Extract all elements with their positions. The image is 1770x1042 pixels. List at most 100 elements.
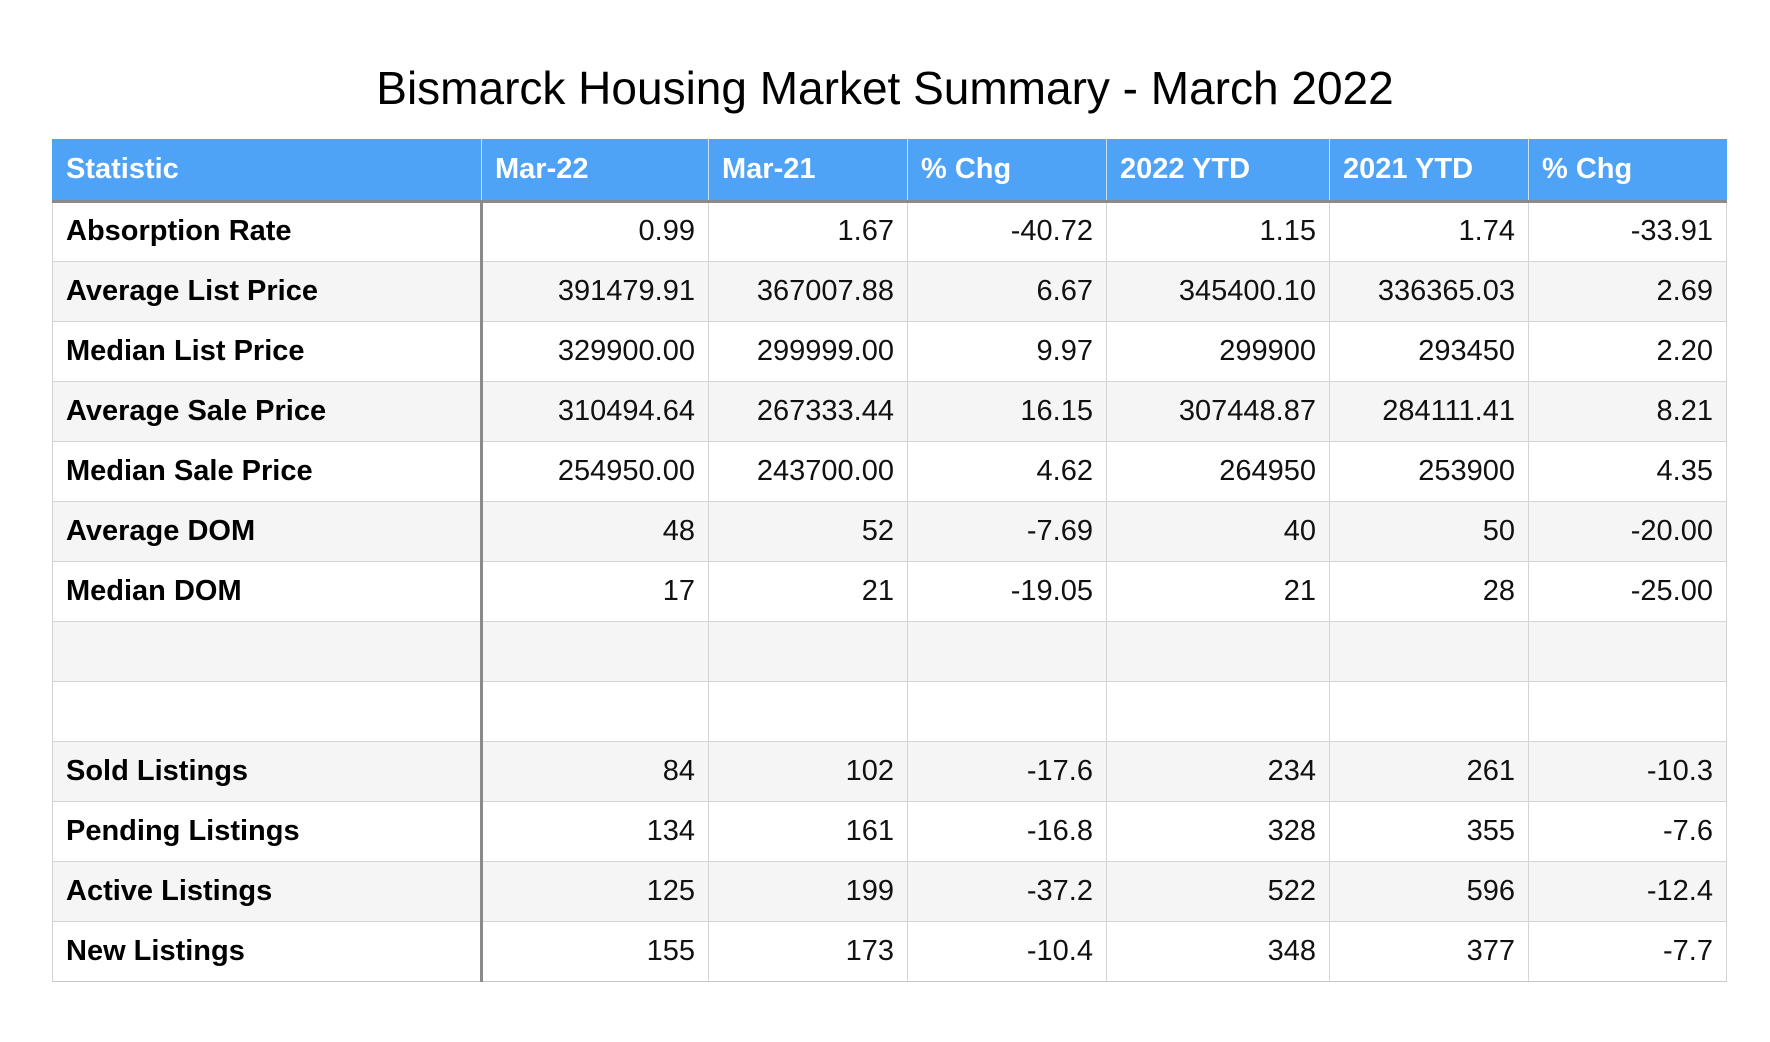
table-cell: -7.69 (907, 500, 1107, 562)
table-cell: 16.15 (907, 380, 1107, 442)
table-cell: 199 (708, 860, 908, 922)
table-cell: 1.74 (1329, 199, 1529, 262)
column-header: Mar-21 (708, 139, 908, 201)
table-cell: -25.00 (1528, 560, 1727, 622)
header-row: Statistic Mar-22 Mar-21% Chg 2022 YTD 2021 Y… (52, 139, 1727, 201)
table-cell: 173 (708, 920, 908, 982)
table-cell: 1.15 (1106, 199, 1330, 262)
table-cell: 161 (708, 800, 908, 862)
table-cell: 40 (1106, 500, 1330, 562)
row-label: Active Listings (52, 860, 483, 922)
table-cell: -33.91 (1528, 199, 1727, 262)
row-label: Pending Listings (52, 800, 483, 862)
row-label: Median Sale Price (52, 440, 483, 502)
table-cell: 596 (1329, 860, 1529, 922)
table-cell (481, 620, 709, 682)
column-header: 2021 YTD (1329, 139, 1529, 201)
table-row: Average Sale Price 310494.64 267333.44 16.1… (52, 380, 1727, 442)
table-cell: 299999.00 (708, 320, 908, 382)
table-row: Absorption Rate 0.99 1.67 -40.72 1.15 1.74 -33… (52, 199, 1727, 262)
table-cell: -7.6 (1528, 800, 1727, 862)
table-cell: 125 (481, 860, 709, 922)
table-row: Pending Listings 134 161 -16.8 328 355 -7.6 (52, 800, 1727, 862)
table-cell: 4.62 (907, 440, 1107, 502)
row-label (52, 680, 483, 742)
row-label: Sold Listings (52, 740, 483, 802)
table-cell: 348 (1106, 920, 1330, 982)
table-cell: 134 (481, 800, 709, 862)
table-cell: 52 (708, 500, 908, 562)
table-row (52, 620, 1727, 682)
table-cell: 155 (481, 920, 709, 982)
table-cell: 391479.91 (481, 260, 709, 322)
table-cell: 1.67 (708, 199, 908, 262)
column-header: 2022 YTD (1106, 139, 1330, 201)
table-cell: 21 (1106, 560, 1330, 622)
table-cell: 299900 (1106, 320, 1330, 382)
row-label (52, 620, 483, 682)
market-summary-table: Statistic Mar-22 Mar-21% Chg 2022 YTD 2021 Y… (52, 139, 1727, 982)
table-cell: 6.67 (907, 260, 1107, 322)
table-cell: 84 (481, 740, 709, 802)
table-cell: 102 (708, 740, 908, 802)
table-row: Sold Listings 84 102 -17.6 234 261 -10.3 (52, 740, 1727, 802)
table-cell: 253900 (1329, 440, 1529, 502)
table-cell: 17 (481, 560, 709, 622)
table-cell (708, 620, 908, 682)
table-cell: -19.05 (907, 560, 1107, 622)
table-cell: 267333.44 (708, 380, 908, 442)
table-row: Active Listings 125 199 -37.2 522 596 -12.4 (52, 860, 1727, 922)
table-cell (1106, 620, 1330, 682)
table-cell: 328 (1106, 800, 1330, 862)
row-label: Median DOM (52, 560, 483, 622)
table-row: Average DOM 48 52 -7.69 40 50 -20.00 (52, 500, 1727, 562)
table-header: Statistic Mar-22 Mar-21% Chg 2022 YTD 2021 Y… (52, 139, 1727, 201)
table-cell: 307448.87 (1106, 380, 1330, 442)
table-cell: 355 (1329, 800, 1529, 862)
row-label: Average Sale Price (52, 380, 483, 442)
table-cell: 377 (1329, 920, 1529, 982)
table-row (52, 680, 1727, 742)
table-row: Median DOM 17 21 -19.05 21 28 -25.00 (52, 560, 1727, 622)
column-header-statistic: Statistic (52, 139, 482, 201)
table-cell (907, 620, 1107, 682)
table-row: Average List Price 391479.91 367007.88 6.67… (52, 260, 1727, 322)
row-label: Median List Price (52, 320, 483, 382)
table-cell: 284111.41 (1329, 380, 1529, 442)
table-cell: 8.21 (1528, 380, 1727, 442)
table-cell: -16.8 (907, 800, 1107, 862)
table-cell: 522 (1106, 860, 1330, 922)
row-label: Average DOM (52, 500, 483, 562)
table-cell (708, 680, 908, 742)
table-body: Absorption Rate 0.99 1.67 -40.72 1.15 1.74 -33… (52, 199, 1727, 982)
table-cell: 261 (1329, 740, 1529, 802)
table-cell: -10.4 (907, 920, 1107, 982)
table-cell (1329, 680, 1529, 742)
table-cell: -20.00 (1528, 500, 1727, 562)
table-cell: 48 (481, 500, 709, 562)
table-cell: 28 (1329, 560, 1529, 622)
row-label: Average List Price (52, 260, 483, 322)
table-cell: 21 (708, 560, 908, 622)
table-cell: 329900.00 (481, 320, 709, 382)
column-header: % Chg (1528, 139, 1727, 201)
page-title: Bismarck Housing Market Summary - March … (376, 62, 1394, 114)
table-cell: 345400.10 (1106, 260, 1330, 322)
table-row: New Listings 155 173 -10.4 348 377 -7.7 (52, 920, 1727, 982)
table-cell: -10.3 (1528, 740, 1727, 802)
table-cell: 367007.88 (708, 260, 908, 322)
table-cell: 2.69 (1528, 260, 1727, 322)
table-cell: -17.6 (907, 740, 1107, 802)
table-cell (1528, 680, 1727, 742)
table-cell: -7.7 (1528, 920, 1727, 982)
row-label: New Listings (52, 920, 483, 982)
table-cell: -12.4 (1528, 860, 1727, 922)
table-row: Median List Price 329900.00 299999.00 9.97 2… (52, 320, 1727, 382)
row-label: Absorption Rate (52, 199, 483, 262)
table-cell: 234 (1106, 740, 1330, 802)
table-cell: 254950.00 (481, 440, 709, 502)
table-cell (907, 680, 1107, 742)
table-cell: 4.35 (1528, 440, 1727, 502)
table-cell: 50 (1329, 500, 1529, 562)
table-cell: -37.2 (907, 860, 1107, 922)
